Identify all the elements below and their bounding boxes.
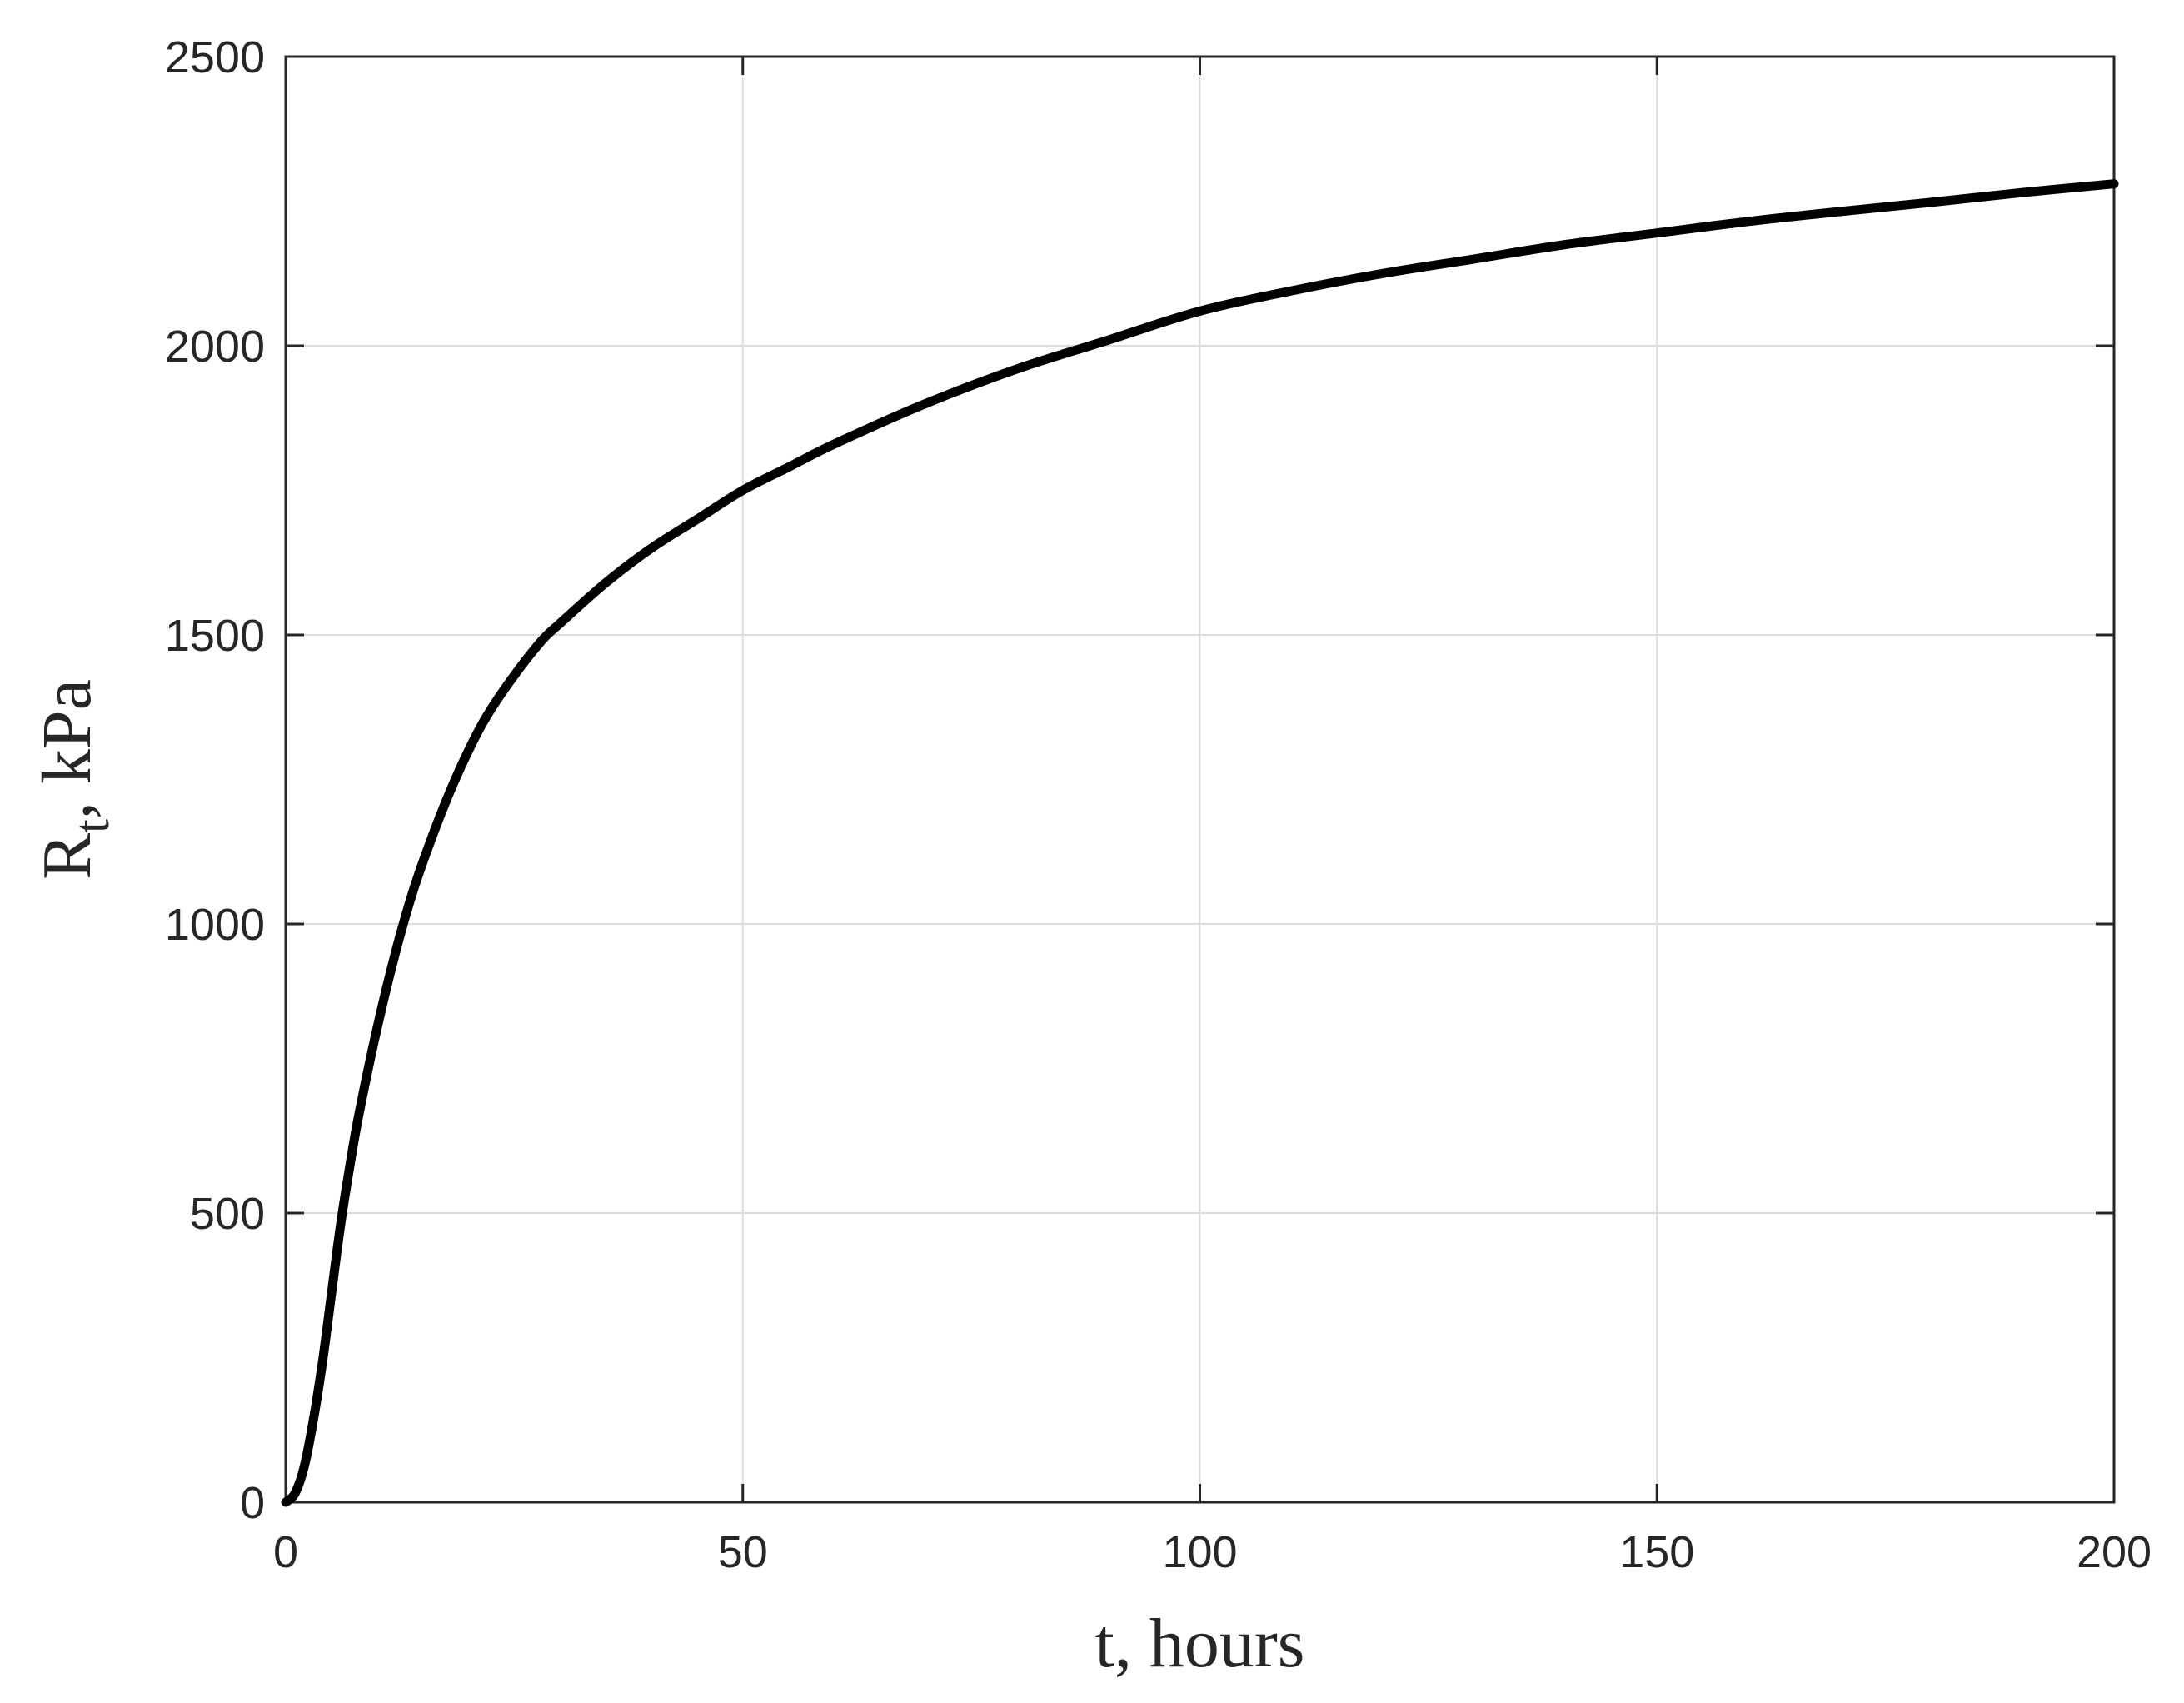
x-tick-label: 50 (718, 1527, 768, 1577)
y-tick-label: 2500 (165, 32, 265, 82)
x-tick-label: 0 (273, 1527, 298, 1577)
x-axis-label: t, hours (1095, 1605, 1305, 1682)
y-tick-label: 500 (190, 1189, 265, 1239)
x-tick-label: 150 (1619, 1527, 1694, 1577)
series-line (281, 179, 2119, 1507)
x-tick-label: 100 (1162, 1527, 1237, 1577)
y-tick-label: 0 (240, 1478, 265, 1528)
y-axis-label-main: R (28, 833, 106, 880)
y-axis-label: Rt, kPa (28, 679, 119, 880)
y-tick-label: 2000 (165, 322, 265, 372)
y-axis-label-subscript: t (64, 819, 119, 833)
y-tick-label: 1000 (165, 900, 265, 950)
gridlines (286, 57, 2114, 1502)
y-tick-label: 1500 (165, 611, 265, 661)
axis-ticks (284, 55, 2116, 1504)
y-tick-labels: 0 500 1000 1500 2000 2500 (165, 32, 265, 1528)
x-tick-label: 200 (2077, 1527, 2152, 1577)
y-axis-label-unit: , kPa (28, 679, 106, 819)
x-tick-labels: 0 50 100 150 200 (273, 1527, 2152, 1577)
